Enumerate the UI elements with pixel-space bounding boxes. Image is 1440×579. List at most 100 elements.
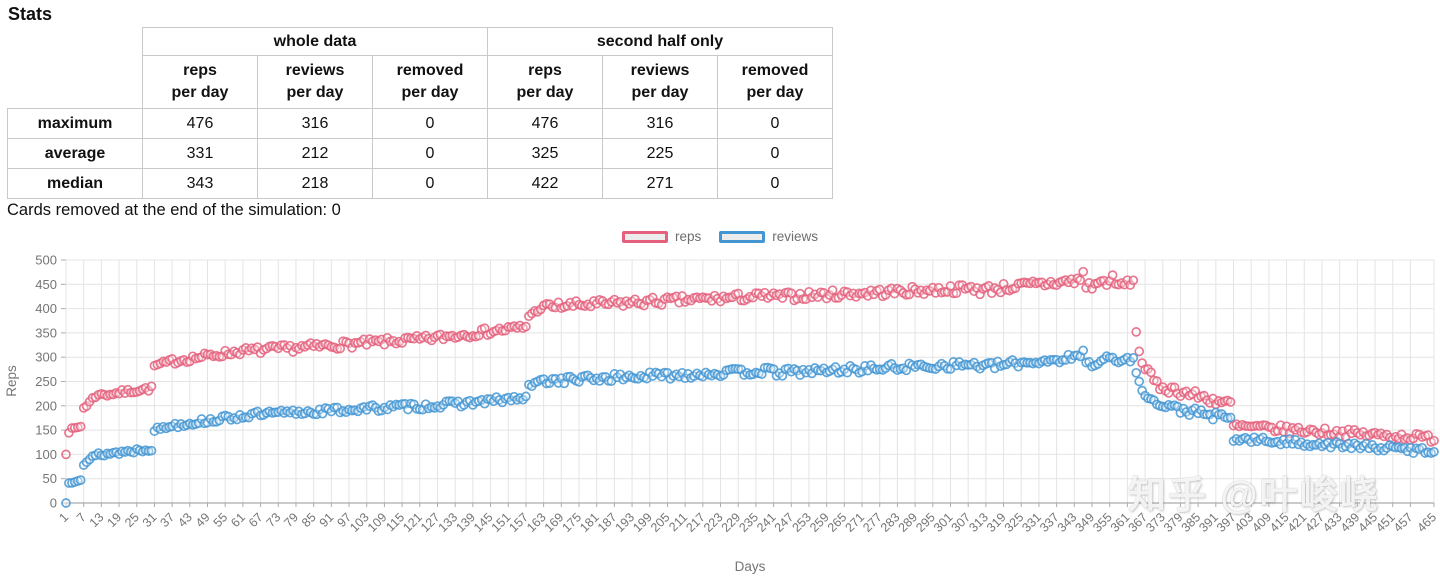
reps-data-point [1131,327,1142,337]
table-cell: 476 [142,108,258,139]
table-cell: 343 [142,168,258,199]
table-cell: 325 [487,138,603,169]
legend-label: reviews [772,229,819,244]
y-tick-label: 150 [35,423,57,438]
row-label: average [7,138,143,169]
column-header: reps per day [487,55,603,109]
y-tick-label: 300 [35,350,57,365]
reviews-data-point [1184,410,1195,421]
table-cell: 0 [717,108,833,139]
reviews-legend-swatch [719,230,766,243]
reps-data-point [1152,376,1162,386]
reps-data-point [1225,397,1236,407]
table-corner-cell [7,27,143,56]
table-cell: 0 [717,168,833,199]
table-cell: 316 [602,108,718,139]
reviews-data-point [1131,367,1142,378]
column-header: reps per day [142,55,258,109]
y-tick-label: 250 [35,374,57,389]
table-cell: 422 [487,168,603,199]
reps-data-point [948,288,959,299]
reps-data-point [827,285,838,296]
table-group-header-row: whole data second half only [7,27,833,56]
table-cell: 218 [257,168,373,199]
table-row-average: average 331 212 0 325 225 0 [7,138,833,169]
reps-data-point [1128,275,1139,286]
reps-data-point [521,321,531,332]
reviews-data-point [329,402,340,413]
y-tick-label: 0 [50,496,57,511]
table-cell: 0 [717,138,833,169]
table-cell: 476 [487,108,603,139]
reps-data-point [939,287,950,297]
reps-data-point [397,338,407,348]
column-header: removed per day [717,55,833,109]
reviews-data-point [1429,446,1439,457]
table-row-median: median 343 218 0 422 271 0 [7,168,833,199]
table-cell: 225 [602,138,718,169]
x-tick-label: 1 [56,510,71,525]
group-header-whole-data: whole data [142,27,488,56]
table-cell: 271 [602,168,718,199]
table-cell: 212 [257,138,373,169]
x-tick-label: 457 [1391,510,1416,535]
table-row-maximum: maximum 476 316 0 476 316 0 [7,108,833,139]
group-header-second-half: second half only [487,27,833,56]
table-cell: 331 [142,138,258,169]
x-tick-label: 465 [1414,510,1439,535]
reps-legend-swatch [621,230,668,243]
reviews-data-point [1134,376,1145,387]
page-title: Stats [8,4,53,24]
reps-data-point [798,294,808,304]
reviews-data-point [574,376,584,387]
y-tick-label: 500 [35,253,57,268]
reviews-data-point [61,498,71,508]
reps-data-point [880,290,891,300]
row-label: maximum [7,108,143,139]
y-tick-label: 100 [35,447,57,462]
reps-data-point [75,421,86,432]
reviews-data-point [1128,352,1139,363]
reps-data-point [1075,275,1086,286]
y-axis-title: Reps [4,365,19,397]
reviews-data-point [1078,345,1089,356]
x-tick-label: 7 [74,510,89,525]
y-tick-label: 350 [35,325,57,340]
table-cell: 0 [372,108,488,139]
reviews-data-point [146,445,157,456]
y-tick-label: 400 [35,301,57,316]
row-label: median [7,168,143,199]
reviews-data-point [983,357,994,368]
reviews-data-point [1057,355,1068,365]
table-cell: 0 [372,138,488,169]
cards-removed-note: Cards removed at the end of the simulati… [7,201,341,219]
chart-legend: reps reviews [0,229,1440,244]
column-header: reviews per day [602,55,718,109]
reps-data-point [61,449,71,460]
series-reps [61,266,1439,460]
table-corner-cell [7,55,143,109]
stats-table: whole data second half only reps per day … [7,27,833,199]
legend-item-reps[interactable]: reps [621,229,702,244]
reviews-data-point [75,475,86,485]
chart-data-points [61,266,1439,508]
table-cell: 0 [372,168,488,199]
legend-label: reps [674,229,702,244]
y-tick-label: 50 [43,471,57,486]
reps-data-point [1078,266,1089,277]
reps-data-point [1146,367,1156,378]
reviews-data-point [521,391,531,402]
y-tick-label: 450 [35,277,57,292]
legend-item-reviews[interactable]: reviews [719,229,818,244]
x-axis-title: Days [735,559,766,574]
reps-data-point [1107,270,1118,280]
reps-data-point [1134,346,1145,357]
column-header: removed per day [372,55,488,109]
reviews-data-point [1225,412,1236,423]
table-cell: 316 [257,108,373,139]
table-column-header-row: reps per day reviews per day removed per da… [7,55,833,109]
reps-data-point [951,288,962,299]
column-header: reviews per day [257,55,373,109]
